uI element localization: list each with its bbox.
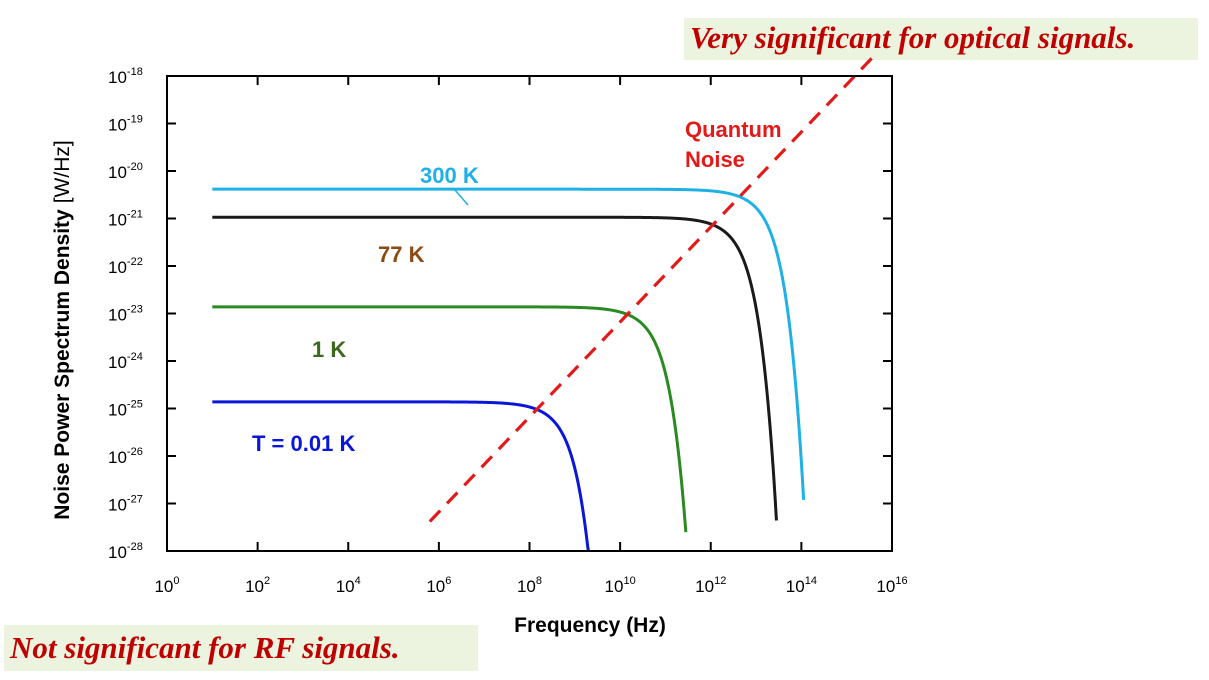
x-tick-label: 1016 (876, 575, 907, 596)
series-line-1 (212, 187, 806, 500)
x-tick-label-exp: 16 (895, 575, 907, 587)
y-tick-label-base: 10 (108, 163, 127, 182)
x-tick-label-base: 10 (876, 577, 895, 596)
y-tick-label: 10-21 (108, 209, 143, 230)
x-tick-label: 1014 (786, 575, 817, 596)
x-tick-label-exp: 8 (536, 575, 542, 587)
x-tick-label-exp: 0 (173, 575, 179, 587)
x-tick-label: 104 (336, 575, 361, 596)
x-tick-label-exp: 14 (805, 575, 817, 587)
y-tick-label: 10-22 (108, 256, 143, 277)
annotation-layer: 300 K 77 K 1 K T = 0.01 K Quantum Noise (252, 117, 782, 456)
x-tick-label: 1010 (605, 575, 636, 596)
x-tick-label: 1012 (695, 575, 726, 596)
y-tick-label-exp: -26 (127, 446, 143, 458)
y-tick-label-base: 10 (108, 543, 127, 562)
y-tick-label: 10-20 (108, 161, 143, 182)
series-line-4 (212, 400, 591, 552)
y-tick-label-exp: -27 (127, 494, 143, 506)
series-line-3 (212, 305, 688, 533)
y-tick-label-base: 10 (108, 496, 127, 515)
y-tick-label-exp: -19 (127, 114, 143, 126)
series-label-3: 1 K (312, 337, 346, 362)
y-tick-label: 10-27 (108, 494, 143, 515)
series-label-5-line-2: Noise (685, 147, 745, 172)
callout-rf: Not significant for RF signals. (4, 625, 478, 671)
x-tick-label-exp: 2 (264, 575, 270, 587)
x-axis-title: Frequency (Hz) (514, 614, 666, 637)
y-tick-label-base: 10 (108, 401, 127, 420)
y-tick-label: 10-18 (108, 66, 143, 87)
series-label-5-line-1: Quantum (685, 117, 782, 142)
y-tick-label-base: 10 (108, 211, 127, 230)
y-tick-label: 10-25 (108, 399, 143, 420)
y-tick-label: 10-19 (108, 114, 143, 135)
y-tick-label: 10-23 (108, 304, 143, 325)
x-tick-label: 102 (245, 575, 270, 596)
y-tick-label-exp: -25 (127, 399, 143, 411)
y-axis-title: Noise Power Spectrum Density [W/Hz] (51, 140, 74, 519)
y-tick-label-base: 10 (108, 116, 127, 135)
y-tick-label-exp: -23 (127, 304, 143, 316)
y-axis-title-main: Noise Power Spectrum Density (51, 209, 74, 520)
series-line-5 (428, 54, 876, 523)
y-tick-label-base: 10 (108, 306, 127, 325)
y-tick-label-exp: -18 (127, 66, 143, 78)
callout-optical: Very significant for optical signals. (684, 18, 1198, 60)
x-tick-label-base: 10 (605, 577, 624, 596)
y-tick-label-exp: -24 (127, 351, 143, 363)
x-tick-label: 100 (154, 575, 179, 596)
x-tick-label-base: 10 (336, 577, 355, 596)
x-tick-label-exp: 4 (355, 575, 361, 587)
y-tick-label-exp: -28 (127, 541, 143, 553)
y-tick-label: 10-28 (108, 541, 143, 562)
series-line-2 (212, 215, 778, 521)
y-tick-label: 10-24 (108, 351, 143, 372)
x-tick-label: 106 (426, 575, 451, 596)
series-label-2: 77 K (378, 242, 425, 267)
y-tick-label-base: 10 (108, 68, 127, 87)
x-tick-label-base: 10 (154, 577, 173, 596)
series-layer (212, 54, 876, 552)
plot-frame (166, 75, 893, 552)
x-tick-label-base: 10 (695, 577, 714, 596)
series-label-1-leader (454, 189, 469, 206)
x-tick-label-base: 10 (786, 577, 805, 596)
x-tick-label-exp: 10 (623, 575, 635, 587)
y-tick-label-base: 10 (108, 258, 127, 277)
series-label-4: T = 0.01 K (252, 431, 355, 456)
series-label-1: 300 K (420, 163, 479, 188)
y-tick-label-exp: -22 (127, 256, 143, 268)
x-tick-label-exp: 6 (445, 575, 451, 587)
y-tick-label-exp: -21 (127, 209, 143, 221)
ticks-layer (166, 75, 893, 552)
x-tick-label-base: 10 (426, 577, 445, 596)
x-tick-label-base: 10 (517, 577, 536, 596)
x-tick-label-exp: 12 (714, 575, 726, 587)
labels-layer: 100 102 104 106 108 1010 1012 1014 101610-1810-1… (51, 66, 908, 637)
x-tick-label-base: 10 (245, 577, 264, 596)
y-tick-label-exp: -20 (127, 161, 143, 173)
y-axis-unit: [W/Hz] (51, 140, 74, 203)
y-tick-label: 10-26 (108, 446, 143, 467)
y-tick-label-base: 10 (108, 448, 127, 467)
x-tick-label: 108 (517, 575, 542, 596)
y-tick-label-base: 10 (108, 353, 127, 372)
